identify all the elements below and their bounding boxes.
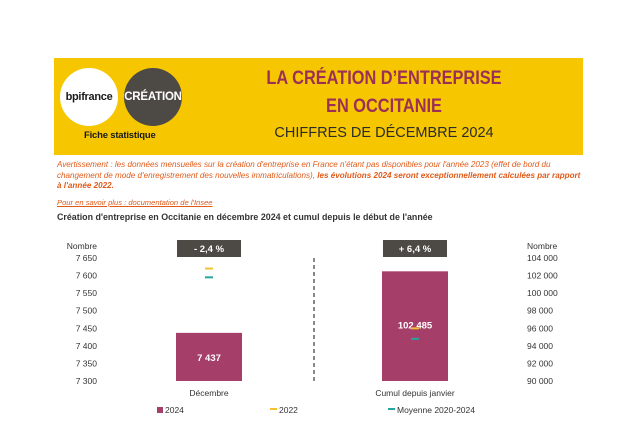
legend-swatch-2024 [157,407,163,413]
right-tick-label: 90 000 [527,376,553,386]
right-tick-label: 94 000 [527,341,553,351]
header-banner: bpifrance CRÉATION Fiche statistique LA … [54,58,583,155]
left-tick-label: 7 350 [76,358,98,368]
bar-2024 [382,271,448,381]
left-tick-label: 7 650 [76,253,98,263]
right-axis-label: Nombre [527,241,558,251]
right-tick-label: 102 000 [527,271,558,281]
insee-doc-link[interactable]: Pour en savoir plus : documentation de l… [57,198,213,207]
evolution-label: - 2,4 % [194,244,225,255]
category-label: Décembre [189,388,228,398]
category-label: Cumul depuis janvier [375,388,455,398]
left-tick-label: 7 550 [76,288,98,298]
bpifrance-logo-text: bpifrance [65,91,113,103]
evolution-label: + 6,4 % [399,244,432,255]
right-tick-label: 104 000 [527,253,558,263]
right-tick-label: 96 000 [527,323,553,333]
creation-logo: CRÉATION [124,68,182,126]
legend-label-2024: 2024 [165,405,184,415]
chart-title: Création d'entreprise en Occitanie en dé… [57,212,433,222]
left-tick-label: 7 600 [76,271,98,281]
warning-bold: les évolutions 2024 seront exceptionnell… [57,170,581,191]
right-tick-label: 98 000 [527,306,553,316]
left-tick-label: 7 450 [76,323,98,333]
legend-label-average: Moyenne 2020-2024 [397,405,475,415]
left-tick-label: 7 300 [76,376,98,386]
bpifrance-logo: bpifrance [60,68,118,126]
left-tick-label: 7 400 [76,341,98,351]
legend-label-2022: 2022 [279,405,298,415]
page-title-line1: LA CRÉATION D’ENTREPRISE [266,68,502,89]
page-title-line2: EN OCCITANIE [326,96,442,117]
left-tick-label: 7 500 [76,306,98,316]
left-axis-label: Nombre [67,241,98,251]
bar-value-label: 102 485 [398,320,433,331]
warning-text: Avertissement : les données mensuelles s… [57,160,585,192]
creation-logo-text: CRÉATION [124,91,182,103]
evolution-badge [383,240,447,257]
fiche-label: Fiche statistique [84,130,156,141]
page-subtitle: CHIFFRES DE DÉCEMBRE 2024 [274,125,494,141]
warning-body: Avertissement : les données mensuelles s… [57,160,551,180]
bar-value-label: 7 437 [197,353,221,364]
right-tick-label: 100 000 [527,288,558,298]
bar-2024 [176,332,242,381]
right-tick-label: 92 000 [527,358,553,368]
evolution-badge [177,240,241,257]
